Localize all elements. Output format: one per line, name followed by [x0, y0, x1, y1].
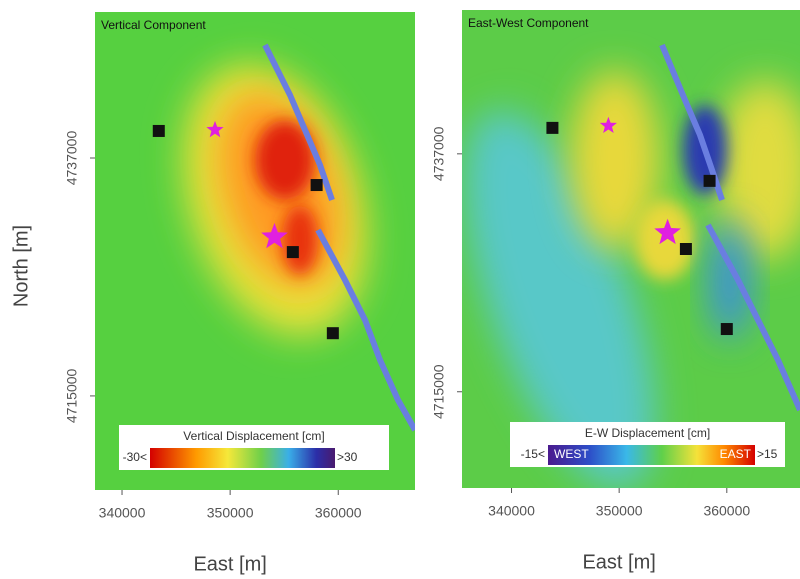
x-axis-label: East [m]: [582, 551, 655, 573]
colorbar-word: WEST: [554, 447, 589, 461]
y-axis-label: North [m]: [10, 225, 32, 307]
x-tick-label: 340000: [488, 503, 535, 519]
x-tick-label: 360000: [703, 503, 750, 519]
colorbar-title: Vertical Displacement [cm]: [183, 429, 324, 443]
station: [327, 327, 339, 339]
station: [287, 246, 299, 258]
station: [546, 122, 558, 134]
station: [704, 175, 716, 187]
x-tick-label: 350000: [207, 505, 254, 521]
colorbar-max: >30: [337, 450, 358, 464]
colorbar-word: EAST: [720, 447, 752, 461]
y-tick-label: 4737000: [431, 126, 447, 181]
station: [721, 323, 733, 335]
x-tick-label: 340000: [99, 505, 146, 521]
colorbar-min: -30<: [123, 450, 147, 464]
station: [153, 125, 165, 137]
station: [680, 243, 692, 255]
x-axis-label: East [m]: [193, 553, 266, 575]
map-field: [95, 12, 415, 490]
x-tick-label: 350000: [596, 503, 643, 519]
x-tick-label: 360000: [315, 505, 362, 521]
y-tick-label: 4737000: [64, 131, 80, 186]
panel-title: East-West Component: [468, 16, 589, 30]
y-tick-label: 4715000: [431, 364, 447, 419]
figure: Vertical Component Vertical Displacement …: [0, 0, 800, 579]
station: [311, 179, 323, 191]
panel-title: Vertical Component: [101, 18, 206, 32]
y-tick-label: 4715000: [64, 368, 80, 423]
colorbar-max: >15: [757, 447, 778, 461]
colorbar-title: E-W Displacement [cm]: [585, 426, 710, 440]
colorbar-min: -15<: [521, 447, 545, 461]
